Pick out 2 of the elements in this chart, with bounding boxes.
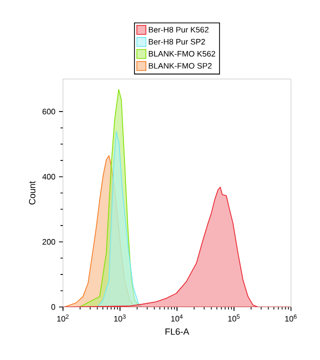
y-axis-title: Count bbox=[28, 181, 36, 205]
x-axis-title: FL6-A bbox=[166, 328, 190, 335]
